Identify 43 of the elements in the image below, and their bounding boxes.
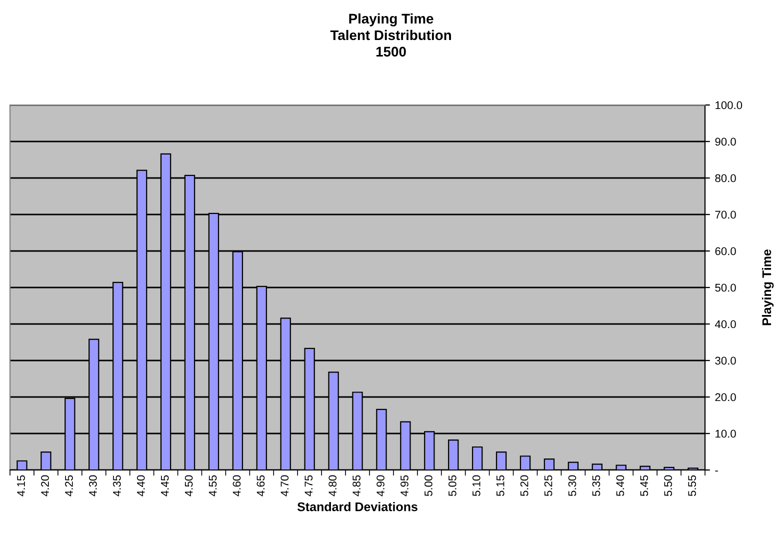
- y-tick-label: 40.0: [714, 320, 736, 328]
- x-tick-label: 4.60: [232, 475, 241, 496]
- x-tick-label: 4.50: [184, 475, 193, 496]
- x-tick-label: 4.25: [65, 475, 73, 496]
- y-tick-label: 60.0: [715, 247, 736, 256]
- y-tick-label: 50.0: [715, 284, 736, 292]
- y-tick-label: 80.0: [715, 174, 736, 182]
- y-tick-label: -: [715, 470, 718, 472]
- x-tick-label: 4.95: [400, 475, 408, 496]
- x-tick-label: 5.55: [688, 475, 696, 496]
- x-tick-label: 4.40: [136, 475, 145, 496]
- x-tick-label: 4.55: [208, 475, 217, 496]
- y-axis-title: Playing Time: [762, 249, 774, 326]
- y-tick-label: 20.0: [715, 393, 736, 402]
- x-tick-label: 4.35: [112, 475, 121, 496]
- x-tick-label: 4.45: [161, 475, 169, 496]
- y-tick-label: 100.0: [716, 101, 742, 110]
- x-tick-label: 4.70: [280, 475, 289, 496]
- x-tick-label: 5.00: [424, 475, 432, 496]
- x-tick-label: 4.15: [17, 475, 25, 496]
- x-axis-title: Standard Deviations: [297, 502, 418, 512]
- chart-title: Playing Time Talent Distribution 1500: [330, 13, 451, 57]
- x-tick-label: 5.30: [568, 475, 576, 496]
- x-tick-label: 5.35: [592, 475, 600, 496]
- x-tick-label: 5.40: [616, 475, 624, 496]
- x-tick-label: 5.15: [496, 475, 504, 496]
- x-tick-label: 5.45: [640, 475, 648, 496]
- y-tick-label: 70.0: [715, 210, 736, 219]
- x-tick-label: 5.50: [664, 475, 672, 496]
- y-tick-label: 30.0: [715, 356, 736, 365]
- x-tick-label: 4.30: [88, 475, 97, 496]
- x-tick-label: 4.65: [256, 475, 265, 496]
- x-tick-label: 5.05: [448, 475, 456, 496]
- y-tick-label: 90.0: [715, 138, 736, 146]
- x-tick-label: 5.20: [520, 475, 528, 496]
- x-tick-label: 4.85: [352, 475, 360, 496]
- x-tick-label: 5.10: [472, 475, 480, 496]
- x-tick-label: 4.20: [41, 475, 49, 496]
- x-tick-label: 5.25: [544, 475, 552, 496]
- x-tick-label: 4.90: [376, 475, 384, 496]
- x-tick-label: 4.80: [328, 475, 337, 496]
- y-tick-label: 10.0: [716, 430, 736, 438]
- x-tick-label: 4.75: [304, 475, 313, 496]
